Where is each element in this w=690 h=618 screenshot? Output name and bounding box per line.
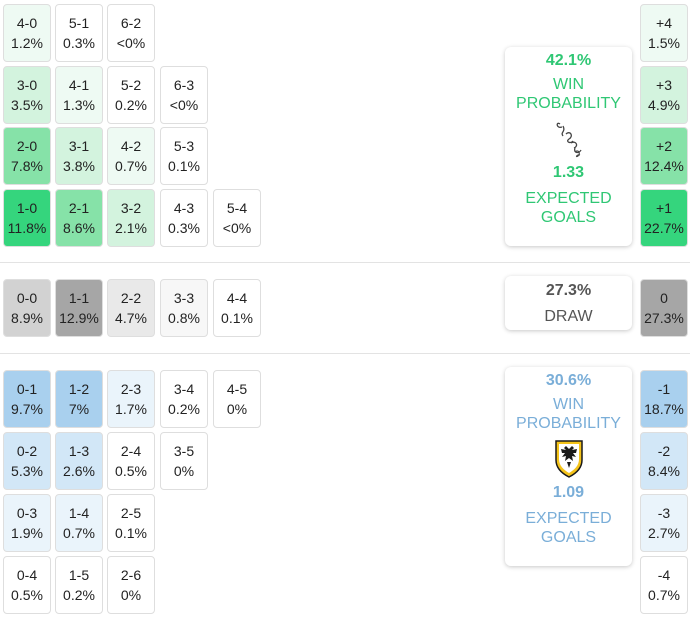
home-score-cell: 4-2 0.7% (107, 127, 155, 185)
away-score-cell: 1-2 7% (55, 370, 103, 428)
home-win-card: 42.1% WIN PROBABILITY 1.33 EXPECTED GOAL… (505, 47, 632, 246)
draw-score-cell: 4-4 0.1% (213, 279, 261, 337)
home-score-cell: 4-0 1.2% (3, 4, 51, 62)
away-score-cell: 3-5 0% (160, 432, 208, 490)
home-score-cell: 1-0 11.8% (3, 189, 51, 247)
draw-score-cell: 1-1 12.9% (55, 279, 103, 337)
draw-score-cell: 0-0 8.9% (3, 279, 51, 337)
away-score-cell: 0-1 9.7% (3, 370, 51, 428)
away-win-card: 30.6% WIN PROBABILITY 1.09 EXPECTED GOAL… (505, 367, 632, 566)
home-score-cell: 5-3 0.1% (160, 127, 208, 185)
away-margin-cell: -3 2.7% (640, 494, 688, 552)
home-score-cell: 5-1 0.3% (55, 4, 103, 62)
home-win-percent: 42.1% (545, 52, 592, 69)
away-score-cell: 2-3 1.7% (107, 370, 155, 428)
away-score-cell: 2-4 0.5% (107, 432, 155, 490)
away-win-percent: 30.6% (545, 372, 592, 389)
away-score-cell: 1-5 0.2% (55, 556, 103, 614)
home-expected-goals-value: 1.33 (552, 164, 585, 181)
away-score-cell: 0-3 1.9% (3, 494, 51, 552)
away-score-cell: 0-4 0.5% (3, 556, 51, 614)
home-score-cell: 5-2 0.2% (107, 66, 155, 124)
away-score-cell: 2-5 0.1% (107, 494, 155, 552)
away-expected-goals-label: EXPECTED GOALS (525, 510, 612, 546)
home-score-cell: 6-2 <0% (107, 4, 155, 62)
home-expected-goals-label: EXPECTED GOALS (525, 190, 612, 226)
away-score-cell: 2-6 0% (107, 556, 155, 614)
home-score-cell: 3-2 2.1% (107, 189, 155, 247)
away-margin-cell: -1 18.7% (640, 370, 688, 428)
away-margin-cell: -2 8.4% (640, 432, 688, 490)
draw-score-cell: 3-3 0.8% (160, 279, 208, 337)
home-score-cell: 4-3 0.3% (160, 189, 208, 247)
home-score-cell: 3-1 3.8% (55, 127, 103, 185)
draw-label: DRAW (544, 308, 593, 325)
home-margin-cell: +2 12.4% (640, 127, 688, 185)
away-expected-goals-value: 1.09 (552, 484, 585, 501)
draw-card: 27.3% DRAW (505, 276, 632, 330)
section-divider (0, 353, 690, 354)
away-win-label: WIN PROBABILITY (516, 396, 621, 432)
home-score-cell: 5-4 <0% (213, 189, 261, 247)
away-score-cell: 1-4 0.7% (55, 494, 103, 552)
away-score-cell: 4-5 0% (213, 370, 261, 428)
home-margin-cell: +4 1.5% (640, 4, 688, 62)
home-score-cell: 3-0 3.5% (3, 66, 51, 124)
home-score-cell: 2-1 8.6% (55, 189, 103, 247)
draw-percent: 27.3% (545, 282, 592, 299)
home-crest-icon (505, 115, 632, 161)
away-score-cell: 0-2 5.3% (3, 432, 51, 490)
draw-margin-cell: 0 27.3% (640, 279, 688, 337)
section-divider (0, 262, 690, 263)
away-crest-icon (505, 435, 632, 481)
away-score-cell: 3-4 0.2% (160, 370, 208, 428)
home-score-cell: 6-3 <0% (160, 66, 208, 124)
home-margin-cell: +3 4.9% (640, 66, 688, 124)
home-win-label: WIN PROBABILITY (516, 76, 621, 112)
away-margin-cell: -4 0.7% (640, 556, 688, 614)
home-score-cell: 2-0 7.8% (3, 127, 51, 185)
home-margin-cell: +1 22.7% (640, 189, 688, 247)
home-score-cell: 4-1 1.3% (55, 66, 103, 124)
draw-score-cell: 2-2 4.7% (107, 279, 155, 337)
away-score-cell: 1-3 2.6% (55, 432, 103, 490)
